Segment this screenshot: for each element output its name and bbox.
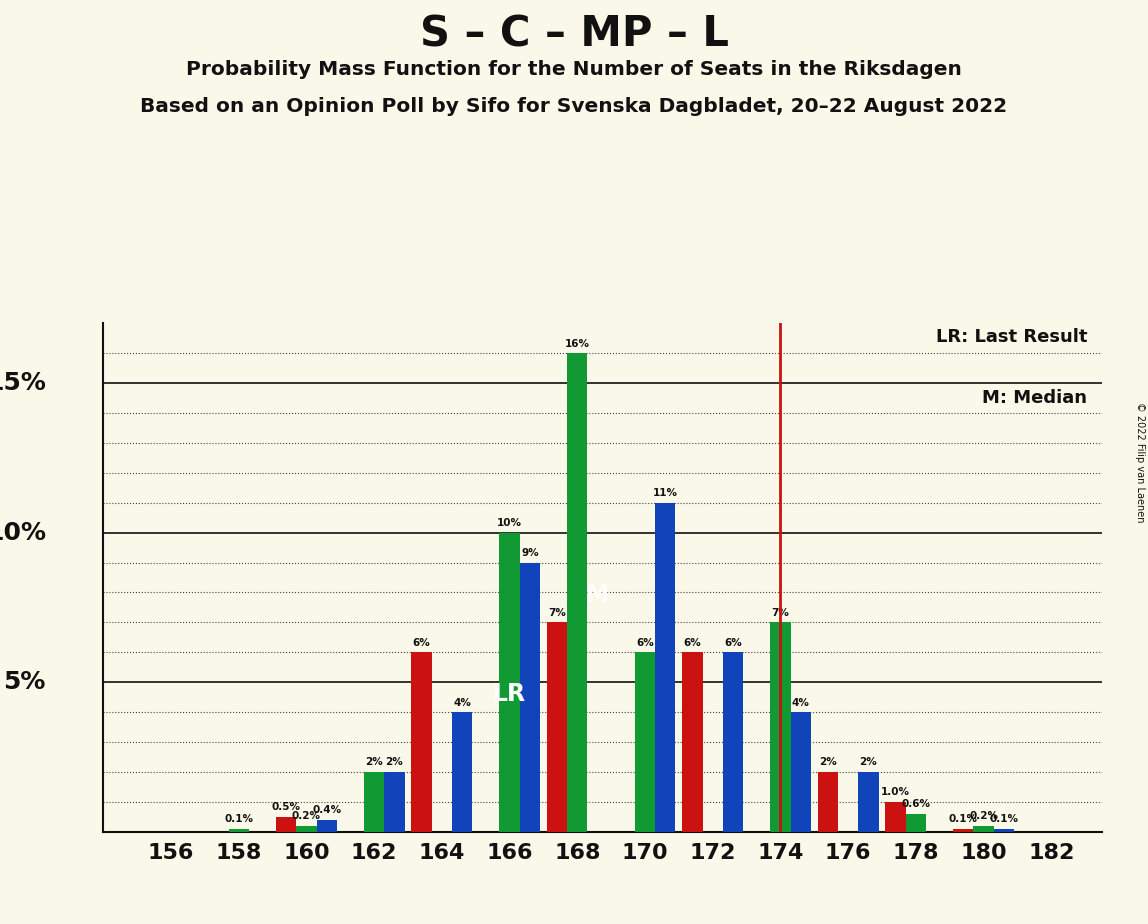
Bar (635, 652, 656, 832)
Text: M: M (585, 583, 610, 607)
Bar (770, 623, 791, 832)
Bar (317, 820, 336, 832)
Text: 0.2%: 0.2% (969, 811, 998, 821)
Text: 0.1%: 0.1% (224, 814, 254, 824)
Bar (520, 563, 540, 832)
Text: 5%: 5% (3, 670, 46, 694)
Bar (994, 829, 1014, 832)
Text: 0.2%: 0.2% (292, 811, 321, 821)
Bar (276, 817, 296, 832)
Text: LR: LR (492, 682, 526, 706)
Text: 6%: 6% (724, 638, 742, 648)
Text: 2%: 2% (819, 758, 837, 767)
Bar (364, 772, 385, 832)
Bar (953, 829, 974, 832)
Text: Based on an Opinion Poll by Sifo for Svenska Dagbladet, 20–22 August 2022: Based on an Opinion Poll by Sifo for Sve… (140, 97, 1008, 116)
Text: S – C – MP – L: S – C – MP – L (419, 14, 729, 55)
Bar (974, 826, 994, 832)
Bar (656, 503, 675, 832)
Bar (546, 623, 567, 832)
Text: Probability Mass Function for the Number of Seats in the Riksdagen: Probability Mass Function for the Number… (186, 60, 962, 79)
Bar (723, 652, 743, 832)
Text: 0.4%: 0.4% (312, 805, 341, 815)
Bar (567, 353, 588, 832)
Text: 0.5%: 0.5% (272, 802, 301, 812)
Text: 6%: 6% (683, 638, 701, 648)
Text: 0.1%: 0.1% (990, 814, 1018, 824)
Text: 2%: 2% (860, 758, 877, 767)
Bar (682, 652, 703, 832)
Text: 0.1%: 0.1% (948, 814, 978, 824)
Text: 15%: 15% (0, 371, 46, 395)
Bar (296, 826, 317, 832)
Text: 7%: 7% (548, 608, 566, 618)
Text: © 2022 Filip van Laenen: © 2022 Filip van Laenen (1135, 402, 1145, 522)
Text: 2%: 2% (386, 758, 403, 767)
Text: 11%: 11% (653, 488, 677, 498)
Bar (817, 772, 838, 832)
Text: LR: Last Result: LR: Last Result (936, 328, 1087, 346)
Bar (885, 802, 906, 832)
Bar (228, 829, 249, 832)
Bar (499, 532, 520, 832)
Text: 16%: 16% (565, 339, 590, 348)
Text: M: Median: M: Median (982, 390, 1087, 407)
Bar (791, 712, 810, 832)
Text: 10%: 10% (497, 518, 522, 529)
Bar (906, 814, 926, 832)
Text: 6%: 6% (412, 638, 430, 648)
Text: 7%: 7% (771, 608, 790, 618)
Text: 10%: 10% (0, 520, 46, 544)
Bar (411, 652, 432, 832)
Text: 0.6%: 0.6% (901, 799, 930, 809)
Text: 6%: 6% (636, 638, 654, 648)
Text: 4%: 4% (792, 698, 809, 708)
Bar (385, 772, 404, 832)
Text: 1.0%: 1.0% (881, 787, 910, 797)
Bar (452, 712, 472, 832)
Text: 2%: 2% (365, 758, 383, 767)
Text: 9%: 9% (521, 548, 538, 558)
Text: 4%: 4% (453, 698, 471, 708)
Bar (859, 772, 878, 832)
